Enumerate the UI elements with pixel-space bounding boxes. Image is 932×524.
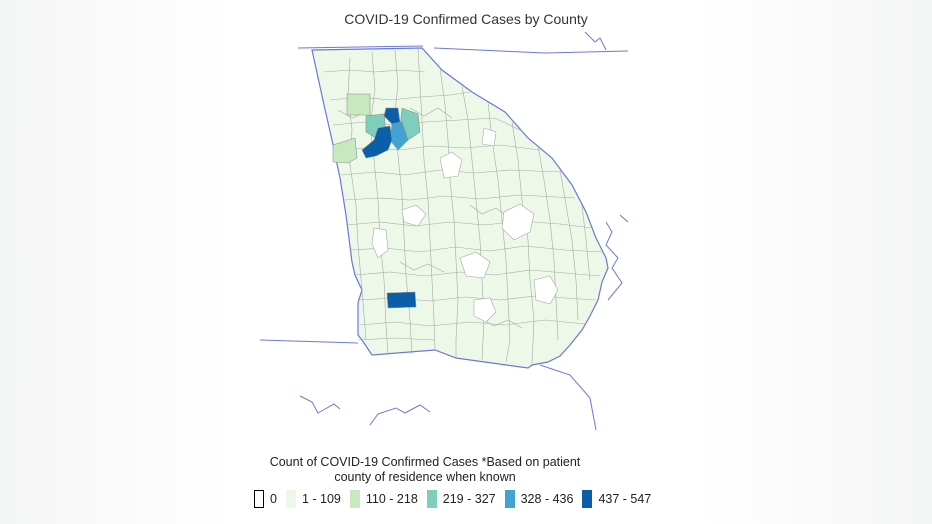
florida-coast-1: [299, 395, 341, 414]
legend-label-0: 0: [270, 492, 277, 506]
county-437-547-dougherty: [386, 291, 417, 309]
county-zero-7: [473, 297, 497, 323]
legend: 0 1 - 109 110 - 218 219 - 327 328 - 436 …: [254, 489, 660, 509]
florida-coast-2: [369, 404, 431, 426]
legend-label-4: 328 - 436: [520, 492, 574, 506]
county-437-547-north: [383, 107, 401, 125]
legend-swatch-4: [504, 490, 515, 508]
county-110-218-west: [332, 137, 358, 164]
county-zero-4: [501, 203, 535, 241]
map-title: COVID-19 Confirmed Cases by County: [344, 11, 588, 27]
legend-item-3: 219 - 327: [426, 490, 496, 508]
legend-label-5: 437 - 547: [598, 492, 652, 506]
legend-title-line-2: county of residence when known: [334, 470, 516, 484]
legend-label-2: 110 - 218: [365, 492, 418, 506]
legend-swatch-1: [285, 490, 296, 508]
left-background-panel: [0, 0, 232, 524]
legend-swatch-2: [349, 490, 360, 508]
legend-title-line-1: Count of COVID-19 Confirmed Cases *Based…: [269, 455, 581, 469]
island-mark: [619, 214, 629, 223]
county-110-218-north: [346, 93, 371, 116]
legend-title: Count of COVID-19 Confirmed Cases *Based…: [232, 455, 618, 485]
legend-label-3: 219 - 327: [442, 492, 496, 506]
atlantic-islands: [605, 221, 623, 301]
legend-item-5: 437 - 547: [582, 490, 651, 508]
legend-swatch-0: [254, 490, 264, 508]
legend-item-1: 1 - 109: [285, 490, 341, 508]
border-line-florida-east: [539, 364, 597, 431]
border-line-northeast: [433, 47, 629, 54]
legend-swatch-5: [582, 490, 593, 508]
border-line-sc-coast: [584, 31, 607, 51]
legend-item-0: 0: [254, 490, 277, 508]
county-zero-5: [459, 251, 491, 279]
border-line-north: [297, 45, 424, 49]
county-zero-2: [401, 204, 427, 227]
county-437-547-fulton: [361, 125, 393, 159]
county-zero-1: [439, 151, 463, 179]
border-line-southwest: [259, 339, 359, 344]
neighbor-state-borders: [259, 31, 629, 431]
legend-label-1: 1 - 109: [301, 492, 341, 506]
legend-swatch-3: [426, 490, 437, 508]
county-zero-3: [371, 227, 389, 259]
legend-item-2: 110 - 218: [349, 490, 418, 508]
county-zero-6: [533, 275, 559, 305]
zero-case-counties: [371, 127, 559, 323]
county-zero-8: [481, 127, 497, 147]
georgia-county-map: [259, 31, 629, 431]
right-background-panel: [700, 0, 932, 524]
highlighted-counties: [332, 93, 421, 309]
legend-item-4: 328 - 436: [504, 490, 574, 508]
